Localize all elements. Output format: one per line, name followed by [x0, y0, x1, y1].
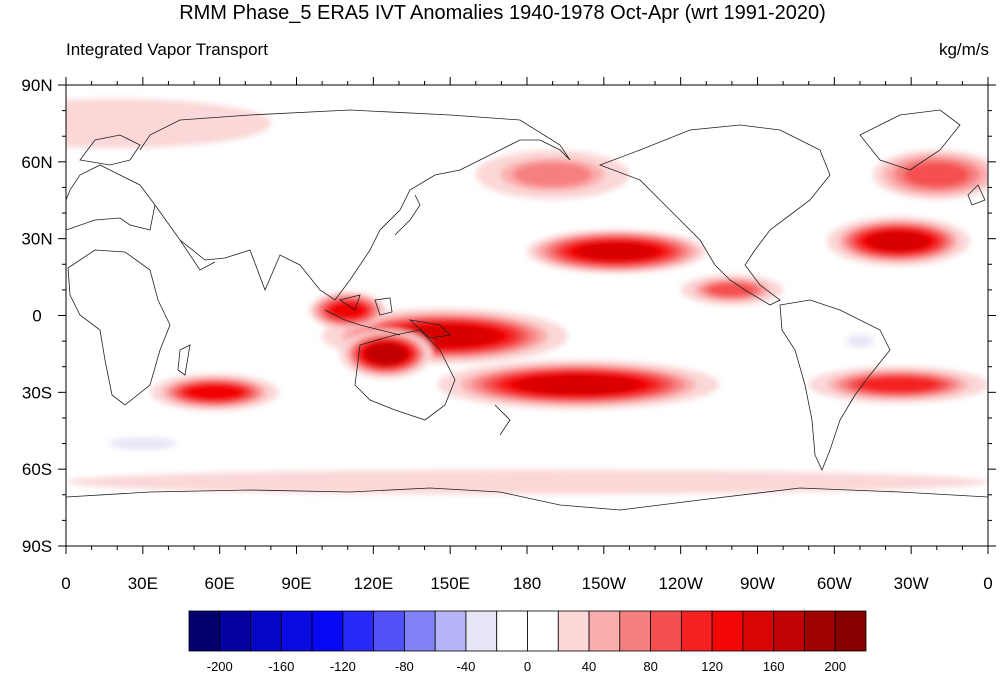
- colorbar-box: [680, 610, 713, 652]
- anomaly-region-10: [903, 162, 970, 188]
- colorbar-label: -40: [457, 659, 476, 674]
- lon-label: 0: [61, 574, 70, 593]
- anomaly-region-3: [576, 241, 657, 261]
- colorbar-box: [280, 610, 313, 652]
- anomaly-region-14: [846, 334, 874, 348]
- lon-label: 0: [983, 574, 992, 593]
- colorbar-label: -80: [395, 659, 414, 674]
- latitude-labels: 90N 60N 30N 0 30S 60S 90S: [21, 76, 52, 556]
- colorbar-box: [342, 610, 375, 652]
- units-label: kg/m/s: [938, 40, 989, 59]
- colorbar: [188, 610, 867, 652]
- lon-label: 120W: [658, 574, 702, 593]
- variable-label: Integrated Vapor Transport: [66, 40, 268, 59]
- lat-label: 60S: [22, 460, 52, 479]
- colorbar-box: [434, 610, 467, 652]
- lon-label: 60W: [817, 574, 852, 593]
- anomaly-region-7: [857, 376, 940, 394]
- colorbar-box: [404, 610, 436, 652]
- lon-label: 30E: [128, 574, 158, 593]
- colorbar-label: -200: [207, 659, 233, 674]
- lon-label: 90W: [740, 574, 775, 593]
- lat-label: 60N: [21, 153, 52, 172]
- lon-label: 150E: [430, 574, 470, 593]
- colorbar-box: [373, 610, 405, 652]
- lon-label: 60E: [205, 574, 235, 593]
- colorbar-label: -160: [268, 659, 294, 674]
- colorbar-labels: -200 -160 -120 -80 -40 0 40 80 120 160 200: [207, 659, 846, 674]
- anomaly-region-6: [330, 301, 366, 319]
- colorbar-label: 80: [643, 659, 657, 674]
- anomaly-field: [66, 98, 988, 495]
- colorbar-label: -120: [330, 659, 356, 674]
- lon-label: 150W: [582, 574, 626, 593]
- anomaly-region-13: [108, 437, 178, 450]
- anomaly-region-12: [66, 106, 221, 141]
- colorbar-box: [834, 610, 867, 652]
- lat-label: 0: [32, 307, 41, 326]
- colorbar-box: [742, 610, 775, 652]
- colorbar-box: [188, 610, 221, 652]
- lat-label: 30N: [21, 230, 52, 249]
- colorbar-box: [773, 610, 805, 652]
- colorbar-label: 0: [524, 659, 531, 674]
- colorbar-box: [588, 610, 621, 652]
- colorbar-box: [527, 610, 559, 652]
- colorbar-box: [619, 610, 651, 652]
- anomaly-region-5: [186, 384, 243, 401]
- colorbar-box: [219, 610, 251, 652]
- colorbar-label: 40: [582, 659, 596, 674]
- colorbar-box: [496, 610, 528, 652]
- lon-label: 90E: [281, 574, 311, 593]
- lat-label: 30S: [22, 383, 52, 402]
- colorbar-label: 120: [701, 659, 723, 674]
- colorbar-label: 160: [763, 659, 785, 674]
- lat-label: 90S: [22, 537, 52, 556]
- lon-label: 30W: [894, 574, 929, 593]
- coastlines: [66, 109, 988, 511]
- map-title: RMM Phase_5 ERA5 IVT Anomalies 1940-1978…: [179, 2, 826, 24]
- colorbar-box: [804, 610, 836, 652]
- colorbar-label: 200: [824, 659, 846, 674]
- lon-label: 180: [513, 574, 541, 593]
- anomaly-region-2: [517, 374, 639, 396]
- colorbar-box: [311, 610, 344, 652]
- anomaly-region-11: [215, 473, 839, 491]
- anomaly-region-4: [867, 230, 930, 252]
- colorbar-box: [650, 610, 682, 652]
- colorbar-box: [465, 610, 498, 652]
- colorbar-box: [250, 610, 282, 652]
- anomaly-region-8: [707, 282, 757, 298]
- anomaly-region-1: [366, 343, 406, 365]
- lat-label: 90N: [21, 76, 52, 95]
- longitude-labels: 0 30E 60E 90E 120E 150E 180 150W 120W 90W 60W 30W 0: [61, 574, 992, 593]
- axis-ticks: [58, 77, 996, 554]
- colorbar-box: [557, 610, 590, 652]
- anomaly-region-9: [513, 162, 592, 188]
- lon-label: 120E: [353, 574, 393, 593]
- colorbar-box: [711, 610, 744, 652]
